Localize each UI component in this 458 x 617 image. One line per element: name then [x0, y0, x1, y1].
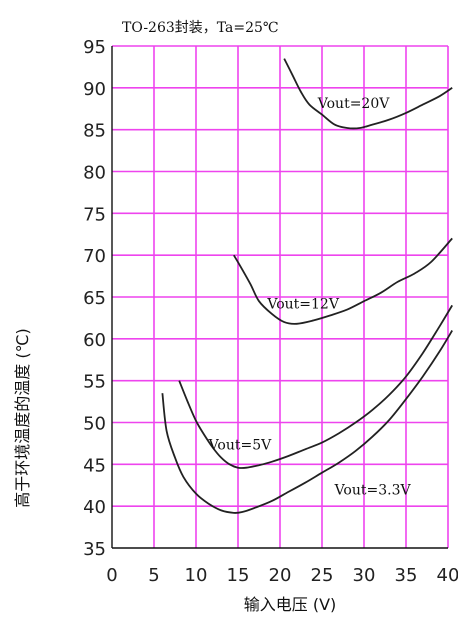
x-tick-label-5: 25: [311, 565, 334, 586]
x-tick-label-8: 40: [437, 565, 458, 586]
y-tick-label-10: 85: [83, 121, 106, 142]
y-tick-label-9: 80: [83, 163, 106, 184]
y-tick-labels: 35 40 45 50 55 60 65 70 75 80 85 90 95: [83, 37, 106, 560]
series-label-2: Vout=5V: [208, 437, 273, 453]
series-line-3: [161, 330, 453, 514]
y-tick-label-4: 55: [83, 372, 106, 393]
series-label-1: Vout=12V: [266, 297, 339, 313]
series-label-3: Vout=3.3V: [334, 482, 412, 498]
y-tick-label-5: 60: [83, 330, 106, 351]
x-tick-label-1: 5: [148, 565, 159, 586]
x-tick-label-0: 0: [106, 565, 117, 586]
series-lines: [161, 58, 453, 514]
x-tick-label-7: 35: [395, 565, 418, 586]
chart-title: TO-263封装，Ta=25℃: [122, 20, 279, 36]
y-axis-label: 高于环境温度的温度 (℃): [13, 328, 32, 508]
y-tick-label-8: 75: [83, 204, 106, 225]
x-tick-label-6: 30: [353, 565, 376, 586]
x-tick-labels: 0 5 10 15 20 25 30 35 40: [106, 565, 458, 586]
series-label-0: Vout=20V: [317, 96, 390, 112]
y-tick-label-2: 45: [83, 455, 106, 476]
y-tick-label-7: 70: [83, 246, 106, 267]
y-tick-label-0: 35: [83, 539, 106, 560]
x-axis-label: 输入电压 (V): [244, 595, 337, 614]
y-tick-label-11: 90: [83, 79, 106, 100]
y-tick-label-12: 95: [83, 37, 106, 58]
grid: [111, 45, 449, 549]
series-line-1: [233, 237, 453, 325]
annotations: Vout=20V Vout=12V Vout=5V Vout=3.3V: [208, 96, 412, 499]
series-line-0: [283, 58, 453, 130]
x-tick-label-2: 10: [185, 565, 208, 586]
x-tick-label-3: 15: [227, 565, 250, 586]
x-tick-label-4: 20: [269, 565, 292, 586]
series-line-2: [178, 304, 453, 469]
y-tick-label-3: 50: [83, 414, 106, 435]
y-tick-label-1: 40: [83, 497, 106, 518]
y-tick-label-6: 65: [83, 288, 106, 309]
